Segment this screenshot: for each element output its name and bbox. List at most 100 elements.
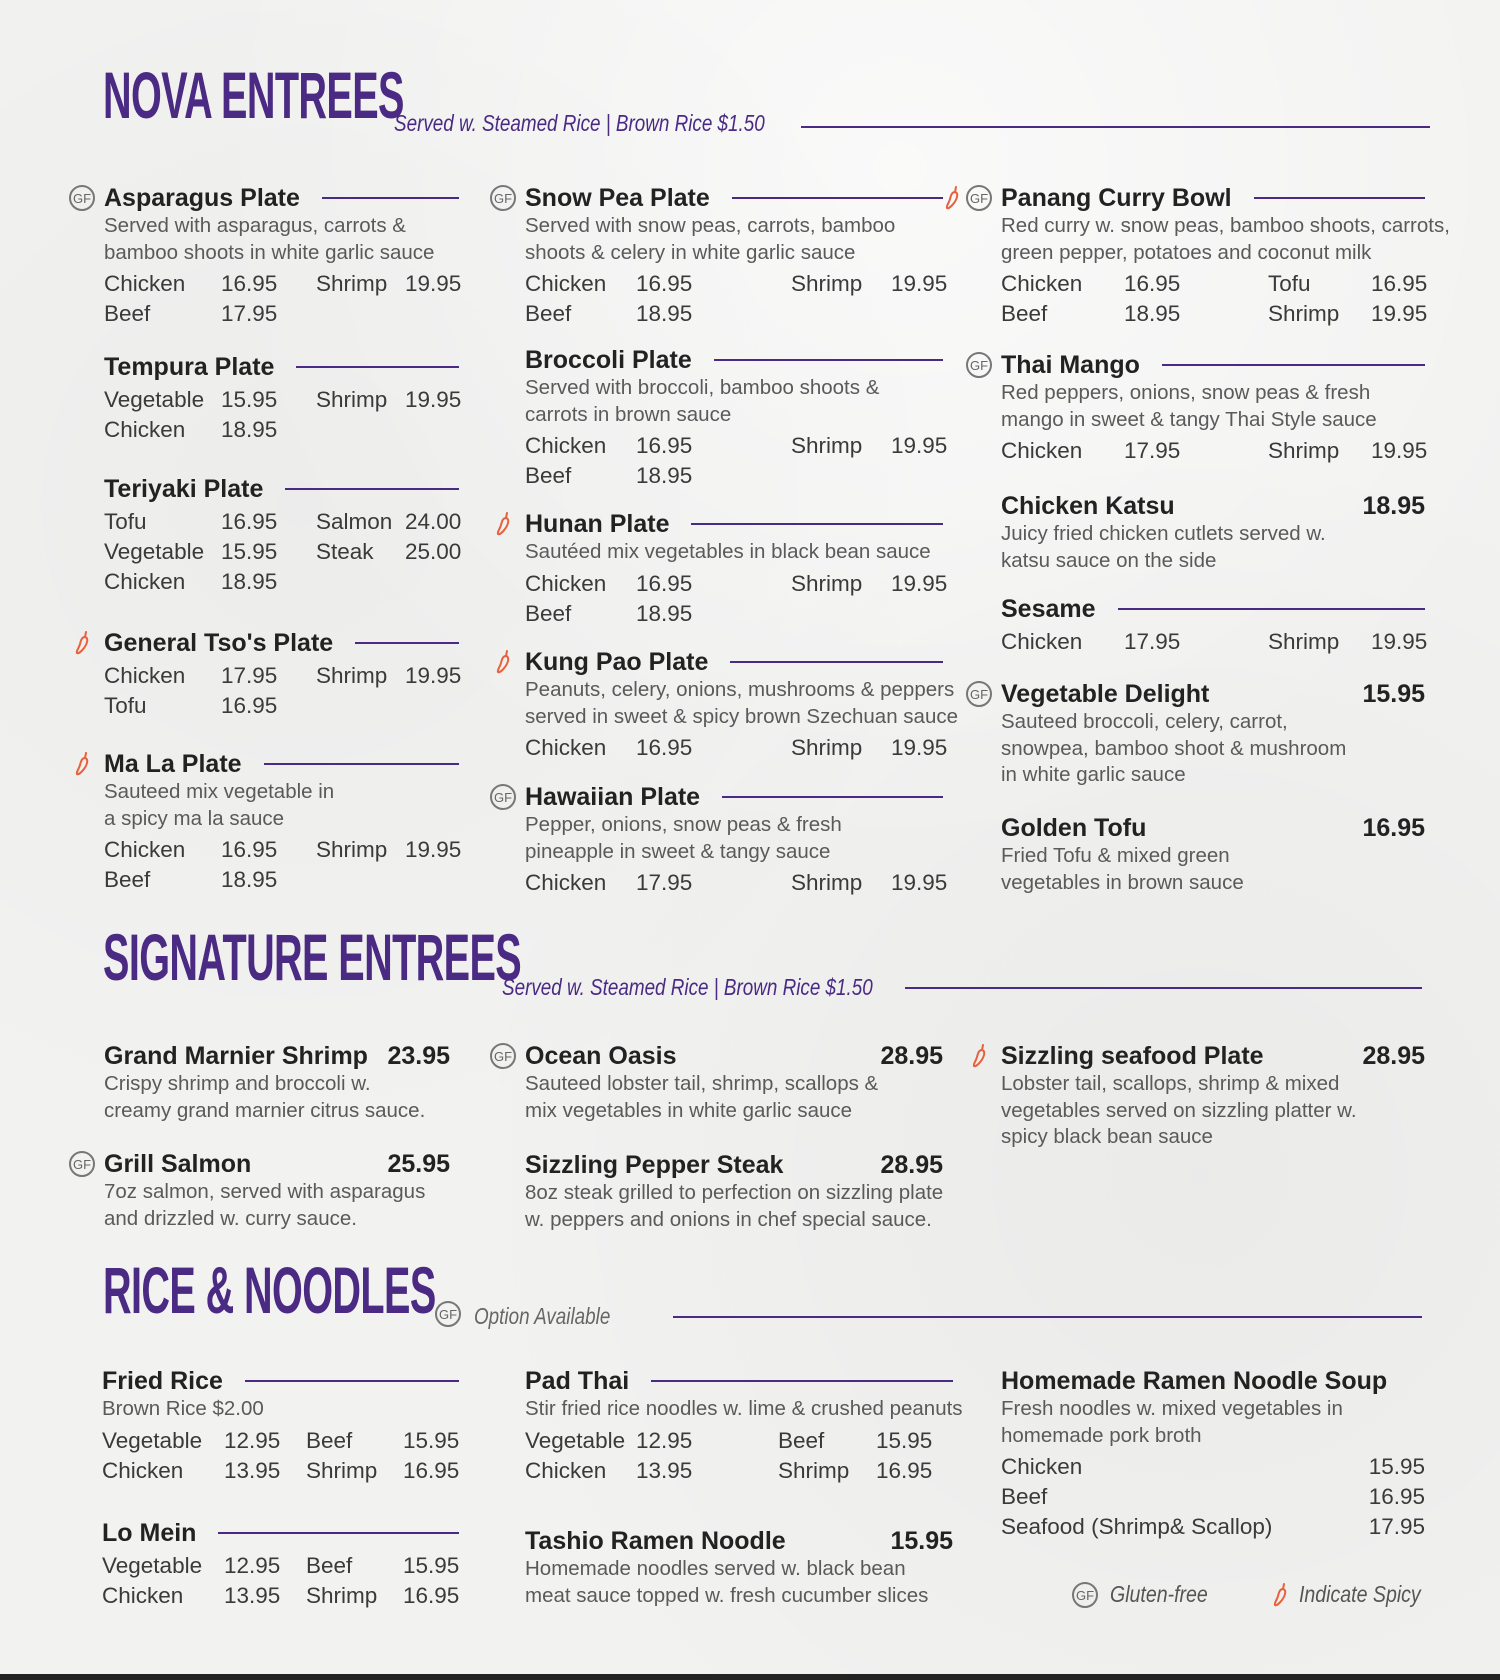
menu-item-grill-salmon: GF Grill Salmon 25.95 7oz salmon, served wi… [69,1149,450,1232]
option-price: 16.95 [403,1583,460,1608]
item-name: Grand Marnier Shrimp [104,1041,368,1070]
item-rule [1253,197,1425,199]
item-header: Grand Marnier Shrimp 23.95 [104,1041,450,1071]
item-description: Fresh noodles w. mixed vegetables in [1001,1397,1343,1420]
option-price: 15.95 [403,1553,460,1578]
price-row: Chicken 13.95 Shrimp 16.95 [525,1456,953,1486]
price-row: Chicken 16.95 Shrimp 19.95 [104,269,461,299]
item-description: Brown Rice $2.00 [102,1397,264,1420]
option-label: Chicken [104,837,186,862]
item-description: w. peppers and onions in chef special sa… [525,1207,932,1231]
menu-item-sizzling-pepper-steak: Sizzling Pepper Steak 28.95 8oz steak gril… [525,1150,943,1233]
option-price: 13.95 [636,1457,693,1483]
item-description: served in sweet & spicy brown Szechuan s… [525,704,959,728]
option-price: 16.95 [221,693,278,718]
bottom-bar [0,1674,1500,1680]
menu-item-chicken-katsu: Chicken Katsu 18.95 Juicy fried chicken cu… [1001,491,1425,574]
item-price: 23.95 [387,1041,450,1070]
option-label: Shrimp [778,1457,850,1483]
option-label: Tofu [104,693,147,718]
item-description: Red curry w. snow peas, bamboo shoots, c… [1001,214,1450,237]
option-price: 19.95 [405,387,462,412]
gf-icon-text: GF [72,1156,92,1172]
price-row: Chicken 17.95 Shrimp 19.95 [1001,436,1428,466]
menu-item-hunan-plate: Hunan Plate Sautéed mix vegetables in bla… [496,509,947,629]
option-label: Vegetable [525,1427,626,1453]
option-price: 19.95 [891,570,948,596]
item-name: Chicken Katsu [1001,491,1175,520]
chili-pepper-icon [971,1043,989,1074]
item-rule [731,197,943,199]
section-subtitle: Served w. Steamed Rice | Brown Rice $1.5… [394,110,765,136]
menu-item-grand-marnier-shrimp: Grand Marnier Shrimp 23.95 Crispy shrimp a… [104,1041,450,1124]
item-description: spicy black bean sauce [1001,1125,1213,1148]
price-row: Chicken 15.95 [1001,1452,1425,1482]
item-name: Teriyaki Plate [104,474,264,503]
option-price: 19.95 [1371,301,1428,326]
option-price: 16.95 [1124,271,1181,296]
option-price: 15.95 [221,539,278,564]
section-divider [673,1316,1422,1318]
item-description: Peanuts, celery, onions, mushrooms & pep… [525,678,955,701]
menu-item-sizzling-seafood-plate: Sizzling seafood Plate 28.95 Lobster tail,… [972,1041,1425,1151]
item-header: Snow Pea Plate [525,183,943,213]
option-label: Beef [525,463,572,488]
legend-gluten-free: Gluten-free [1110,1581,1208,1607]
item-name: Snow Pea Plate [525,183,710,212]
option-price: 15.95 [876,1427,933,1453]
item-description: and drizzled w. curry sauce. [104,1206,357,1230]
option-label: Shrimp [316,387,388,412]
item-price: 16.95 [1362,813,1425,842]
option-price: 16.95 [636,433,693,458]
option-price: 19.95 [405,663,462,688]
item-description: shoots & celery in white garlic sauce [525,240,856,264]
option-price: 16.95 [221,837,278,862]
option-label: Chicken [102,1583,184,1608]
item-header: General Tso's Plate [104,628,459,658]
option-price: 17.95 [221,663,278,688]
legend-spicy: Indicate Spicy [1299,1581,1421,1607]
item-price: 28.95 [880,1041,943,1070]
gf-icon-text: GF [969,357,989,373]
item-header: Grill Salmon 25.95 [104,1149,450,1179]
item-header: Teriyaki Plate [104,474,459,504]
option-label: Tofu [104,509,147,534]
item-rule [263,763,459,765]
gluten-free-icon: GF [490,185,516,211]
item-name: Kung Pao Plate [525,647,709,676]
item-description: Served with broccoli, bamboo shoots & [525,376,880,399]
price-row: Beef 17.95 [104,299,459,329]
option-label: Beef [306,1427,353,1453]
option-label: Beef [104,301,151,326]
gf-icon-text: GF [438,1306,458,1322]
item-name: Vegetable Delight [1001,679,1210,708]
option-price: 17.95 [1124,438,1181,463]
item-header: Ocean Oasis 28.95 [525,1041,943,1071]
option-label: Steak [316,539,374,564]
menu-item-teriyaki-plate: Teriyaki Plate Tofu 16.95 Salmon 24.00 Vegeta… [104,474,461,597]
option-price: 18.95 [636,600,693,626]
gf-icon-text: GF [969,190,989,206]
item-name: Fried Rice [102,1366,223,1395]
option-label: Beef [778,1427,825,1453]
item-name: Sesame [1001,594,1096,623]
option-price: 12.95 [224,1553,281,1578]
item-name: Sizzling seafood Plate [1001,1041,1264,1070]
item-description: Homemade noodles served w. black bean [525,1557,906,1580]
item-description: vegetables served on sizzling platter w. [1001,1098,1357,1122]
price-row: Vegetable 12.95 Beef 15.95 [525,1426,953,1456]
price-row: Beef 18.95 Shrimp 19.95 [1001,299,1428,329]
option-price: 19.95 [1371,438,1428,463]
price-row: Chicken 16.95 Shrimp 19.95 [104,835,461,865]
menu-item-fried-rice: Fried Rice Brown Rice $2.00 Vegetable 12.95… [102,1366,459,1486]
price-row: Chicken 13.95 Shrimp 16.95 [102,1456,459,1486]
item-header: Tempura Plate [104,352,459,382]
item-description: Stir fried rice noodles w. lime & crushe… [525,1397,963,1420]
price-row: Chicken 16.95 Shrimp 19.95 [525,733,947,763]
item-name: General Tso's Plate [104,628,334,657]
item-header: Asparagus Plate [104,183,459,213]
price-row: Vegetable 12.95 Beef 15.95 [102,1551,459,1581]
item-header: Chicken Katsu 18.95 [1001,491,1425,521]
price-row: Beef 18.95 [104,865,459,895]
item-header: Pad Thai [525,1366,953,1396]
